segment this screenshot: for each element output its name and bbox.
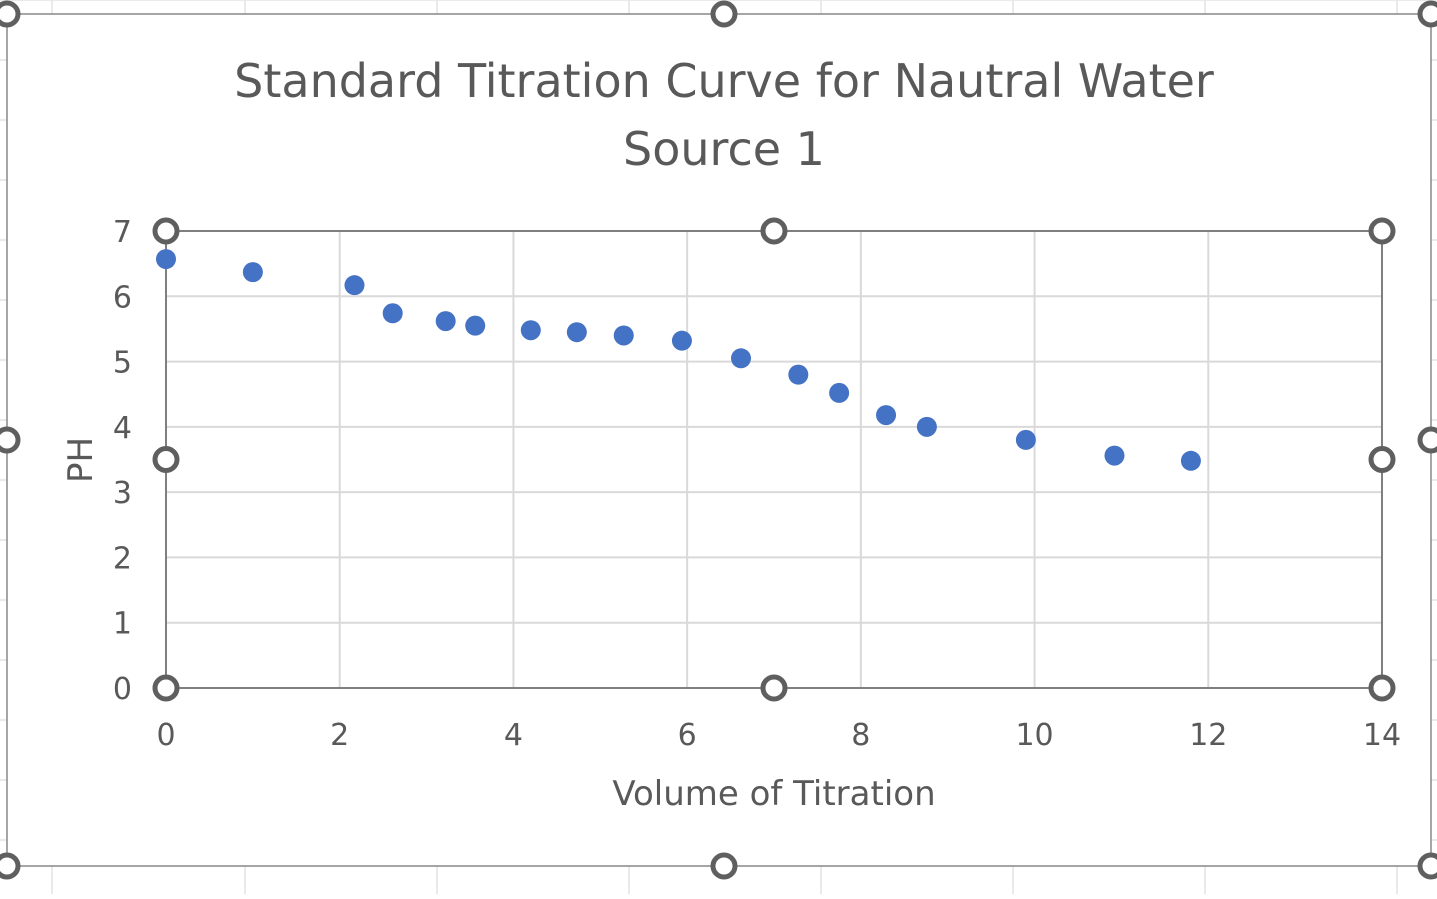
- y-tick-label: 0: [113, 672, 132, 707]
- data-point[interactable]: [613, 325, 634, 346]
- data-point[interactable]: [916, 416, 937, 437]
- data-point[interactable]: [829, 382, 850, 403]
- data-point[interactable]: [242, 262, 263, 283]
- chart-resize-handle[interactable]: [0, 852, 21, 880]
- data-point[interactable]: [671, 330, 692, 351]
- data-point[interactable]: [344, 275, 365, 296]
- data-point[interactable]: [520, 320, 541, 341]
- data-point[interactable]: [382, 303, 403, 324]
- data-point[interactable]: [730, 348, 751, 369]
- chart-title-line-1: Standard Titration Curve for Nautral Wat…: [234, 54, 1214, 108]
- data-point[interactable]: [566, 322, 587, 343]
- data-point[interactable]: [1180, 450, 1201, 471]
- x-tick-label: 0: [156, 718, 175, 753]
- x-tick-label: 6: [678, 718, 697, 753]
- plot-area-resize-handle[interactable]: [152, 217, 180, 245]
- series-points: [156, 249, 1201, 471]
- x-tick-label: 4: [504, 718, 523, 753]
- plot-area-resize-handle[interactable]: [760, 217, 788, 245]
- x-tick-label: 14: [1363, 718, 1401, 753]
- data-point[interactable]: [435, 311, 456, 332]
- data-point[interactable]: [1015, 429, 1036, 450]
- plot-area-resize-handle[interactable]: [1368, 674, 1396, 702]
- x-axis-title: Volume of Titration: [612, 774, 935, 814]
- chart-resize-handle[interactable]: [710, 0, 738, 28]
- y-axis-title: PH: [61, 437, 101, 483]
- x-tick-label: 10: [1015, 718, 1053, 753]
- x-tick-label: 2: [330, 718, 349, 753]
- chart-resize-handle[interactable]: [710, 852, 738, 880]
- chart-resize-handle[interactable]: [1417, 0, 1437, 28]
- plot-gridlines: [165, 230, 1383, 689]
- plot-area-resize-handle[interactable]: [1368, 446, 1396, 473]
- y-tick-label: 2: [113, 541, 132, 576]
- x-tick-label: 8: [851, 718, 870, 753]
- y-tick-label: 3: [113, 476, 132, 511]
- chart-resize-handle[interactable]: [0, 0, 21, 28]
- chart-area-frame[interactable]: [6, 13, 1432, 867]
- y-tick-label: 4: [113, 411, 132, 446]
- chart-title-line-2: Source 1: [623, 122, 825, 176]
- data-point[interactable]: [156, 249, 176, 270]
- chart-resize-handle[interactable]: [0, 426, 21, 454]
- x-axis-tick-labels: 0 2 4 6 8 10 12 14: [156, 718, 1401, 753]
- plot-area-resize-handle[interactable]: [1368, 217, 1396, 245]
- y-tick-label: 6: [113, 280, 132, 315]
- plot-area-resize-handle[interactable]: [760, 674, 788, 702]
- selection-handles: [0, 0, 1437, 880]
- data-point[interactable]: [465, 315, 486, 336]
- y-axis-tick-labels: 0 1 2 3 4 5 6 7: [113, 215, 132, 707]
- plot-area-resize-handle[interactable]: [152, 674, 180, 702]
- y-tick-label: 7: [113, 215, 132, 250]
- plot-area-resize-handle[interactable]: [152, 446, 180, 473]
- data-point[interactable]: [1104, 445, 1125, 466]
- chart-resize-handle[interactable]: [1417, 426, 1437, 454]
- data-point[interactable]: [876, 405, 897, 426]
- x-tick-label: 12: [1189, 718, 1227, 753]
- data-point[interactable]: [788, 364, 809, 385]
- y-tick-label: 5: [113, 346, 132, 381]
- y-tick-label: 1: [113, 607, 132, 642]
- chart-resize-handle[interactable]: [1417, 852, 1437, 880]
